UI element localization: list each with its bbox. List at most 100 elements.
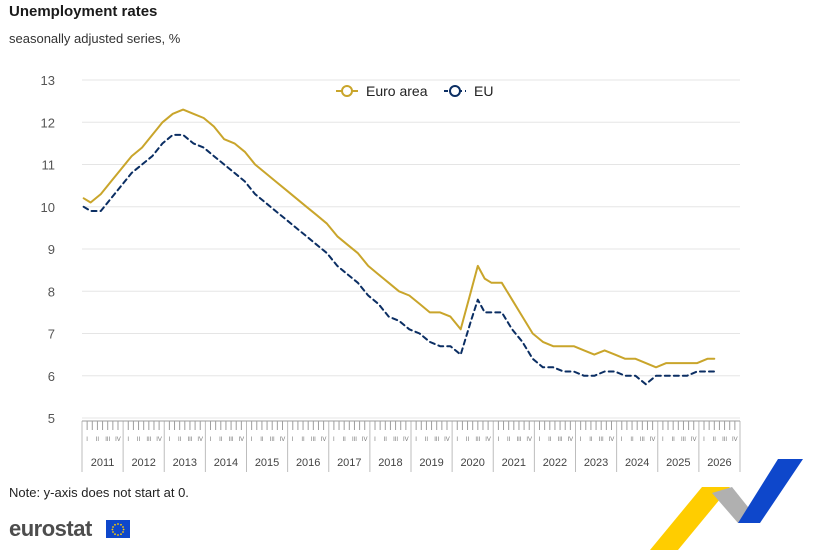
quarter-label: IV bbox=[362, 437, 368, 443]
quarter-label: IV bbox=[609, 437, 615, 443]
y-tick-label-12: 12 bbox=[41, 115, 55, 130]
y-tick-label-6: 6 bbox=[48, 369, 55, 384]
quarter-label: IV bbox=[280, 437, 286, 443]
quarter-label: III bbox=[722, 437, 727, 443]
year-label-2018: 2018 bbox=[378, 457, 402, 469]
quarter-label: III bbox=[516, 437, 521, 443]
chart-subtitle: seasonally adjusted series, % bbox=[9, 31, 181, 46]
year-label-2024: 2024 bbox=[625, 457, 649, 469]
legend-label-euro-area: Euro area bbox=[366, 83, 428, 99]
year-label-2011: 2011 bbox=[91, 457, 115, 469]
chart-title: Unemployment rates bbox=[9, 3, 158, 20]
series-line-euro-area bbox=[82, 108, 716, 369]
quarter-label: I bbox=[210, 437, 212, 443]
quarter-label: I bbox=[86, 437, 88, 443]
quarter-label: II bbox=[343, 437, 347, 443]
quarter-label: II bbox=[425, 437, 429, 443]
quarter-label: III bbox=[146, 437, 151, 443]
quarter-label: IV bbox=[526, 437, 532, 443]
quarter-label: II bbox=[507, 437, 511, 443]
year-label-2012: 2012 bbox=[131, 457, 155, 469]
quarter-label: IV bbox=[650, 437, 656, 443]
quarter-label: I bbox=[169, 437, 171, 443]
quarter-label: I bbox=[127, 437, 129, 443]
axis-note: Note: y-axis does not start at 0. bbox=[9, 485, 189, 500]
quarter-label: II bbox=[672, 437, 676, 443]
year-label-2015: 2015 bbox=[255, 457, 279, 469]
quarter-label: III bbox=[352, 437, 357, 443]
year-label-2017: 2017 bbox=[337, 457, 361, 469]
quarter-label: II bbox=[301, 437, 305, 443]
quarter-label: III bbox=[311, 437, 316, 443]
quarter-label: I bbox=[292, 437, 294, 443]
year-label-2026: 2026 bbox=[707, 457, 731, 469]
quarter-label: IV bbox=[321, 437, 327, 443]
quarter-label: III bbox=[105, 437, 110, 443]
quarter-label: III bbox=[681, 437, 686, 443]
quarter-label: I bbox=[539, 437, 541, 443]
quarter-label: II bbox=[630, 437, 634, 443]
quarter-label: II bbox=[137, 437, 141, 443]
y-tick-label-13: 13 bbox=[41, 73, 55, 88]
quarter-label: IV bbox=[403, 437, 409, 443]
quarter-label: IV bbox=[568, 437, 574, 443]
quarter-label: III bbox=[434, 437, 439, 443]
quarter-label: II bbox=[178, 437, 182, 443]
legend-marker-eu bbox=[449, 85, 461, 97]
quarter-label: I bbox=[374, 437, 376, 443]
quarter-label: II bbox=[589, 437, 593, 443]
quarter-label: IV bbox=[239, 437, 245, 443]
quarter-label: I bbox=[703, 437, 705, 443]
eurostat-brand-swoosh-icon bbox=[650, 459, 803, 550]
quarter-label: IV bbox=[485, 437, 491, 443]
quarter-label: III bbox=[640, 437, 645, 443]
eu-flag-icon bbox=[106, 520, 130, 538]
series-line-eu bbox=[82, 133, 716, 386]
year-label-2022: 2022 bbox=[543, 457, 567, 469]
quarter-label: IV bbox=[156, 437, 162, 443]
year-label-2021: 2021 bbox=[502, 457, 526, 469]
quarter-label: IV bbox=[691, 437, 697, 443]
quarter-label: I bbox=[415, 437, 417, 443]
legend-marker-euro-area bbox=[341, 85, 353, 97]
quarter-label: II bbox=[713, 437, 717, 443]
quarter-label: IV bbox=[197, 437, 203, 443]
quarter-label: I bbox=[333, 437, 335, 443]
year-label-2013: 2013 bbox=[173, 457, 197, 469]
y-tick-label-10: 10 bbox=[41, 200, 55, 215]
y-tick-label-9: 9 bbox=[48, 242, 55, 257]
year-label-2014: 2014 bbox=[214, 457, 238, 469]
year-label-2023: 2023 bbox=[584, 457, 608, 469]
legend-label-eu: EU bbox=[474, 83, 493, 99]
y-tick-label-5: 5 bbox=[48, 411, 55, 426]
quarter-label: I bbox=[498, 437, 500, 443]
quarter-label: II bbox=[219, 437, 223, 443]
quarter-label: II bbox=[260, 437, 264, 443]
quarter-label: III bbox=[187, 437, 192, 443]
quarter-label: III bbox=[229, 437, 234, 443]
quarter-label: I bbox=[251, 437, 253, 443]
quarter-label: III bbox=[393, 437, 398, 443]
y-tick-label-8: 8 bbox=[48, 284, 55, 299]
quarter-label: I bbox=[456, 437, 458, 443]
quarter-label: IV bbox=[732, 437, 738, 443]
year-label-2020: 2020 bbox=[460, 457, 484, 469]
quarter-label: II bbox=[466, 437, 470, 443]
quarter-label: III bbox=[558, 437, 563, 443]
year-label-2019: 2019 bbox=[419, 457, 443, 469]
quarter-label: IV bbox=[115, 437, 121, 443]
quarter-label: I bbox=[580, 437, 582, 443]
year-label-2025: 2025 bbox=[666, 457, 690, 469]
eurostat-logo: eurostat bbox=[9, 516, 92, 541]
quarter-label: II bbox=[96, 437, 100, 443]
quarter-label: I bbox=[621, 437, 623, 443]
quarter-label: I bbox=[662, 437, 664, 443]
quarter-label: IV bbox=[444, 437, 450, 443]
quarter-label: III bbox=[475, 437, 480, 443]
y-tick-label-11: 11 bbox=[42, 158, 56, 173]
quarter-label: III bbox=[270, 437, 275, 443]
quarter-label: II bbox=[548, 437, 552, 443]
quarter-label: III bbox=[599, 437, 604, 443]
quarter-label: II bbox=[384, 437, 388, 443]
